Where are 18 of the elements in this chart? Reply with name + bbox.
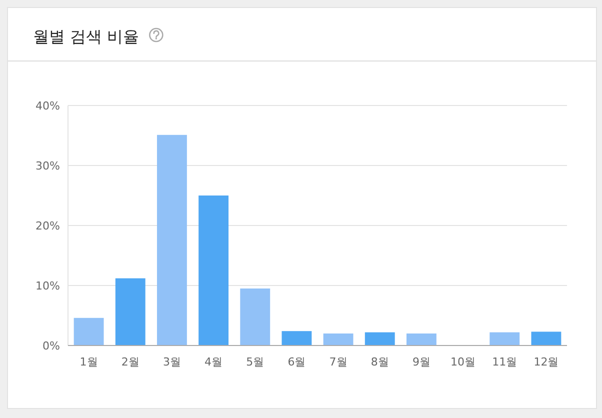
x-tick-label: 8월 xyxy=(370,356,389,368)
x-tick-label: 12월 xyxy=(534,356,559,368)
x-tick-label: 11월 xyxy=(492,356,518,368)
y-tick-label: 20% xyxy=(36,220,60,232)
y-tick-label: 30% xyxy=(36,160,60,172)
x-tick-label: 6월 xyxy=(288,356,306,368)
x-tick-label: 4월 xyxy=(204,356,223,368)
y-tick-label: 40% xyxy=(36,100,60,112)
y-tick-label: 0% xyxy=(42,340,60,352)
title: 월별 검색 비율 xyxy=(33,27,140,46)
y-tick-label: 10% xyxy=(36,280,60,292)
x-tick-label: 9월 xyxy=(412,356,430,368)
x-tick-label: 3월 xyxy=(162,356,181,368)
x-tick-label: 7월 xyxy=(329,356,348,368)
x-tick-label: 10월 xyxy=(450,356,476,368)
x-tick-label: 1월 xyxy=(80,356,98,368)
x-tick-label: 2월 xyxy=(121,356,140,368)
x-tick-label: 5월 xyxy=(246,356,264,368)
